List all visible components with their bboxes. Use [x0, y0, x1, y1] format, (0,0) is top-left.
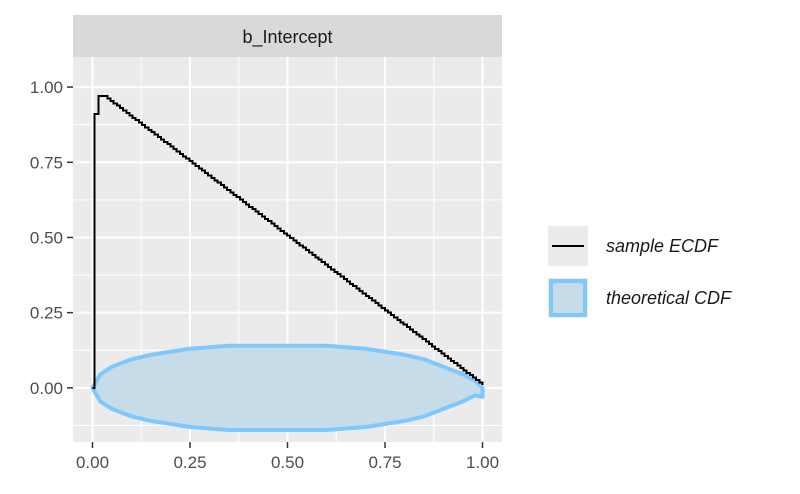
x-axis: 0.00 0.25 0.50 0.75 1.00 [76, 442, 499, 472]
theoretical-cdf-layer [90, 343, 485, 432]
y-axis: 0.00 0.25 0.50 0.75 1.00 [30, 78, 73, 398]
y-tick-label: 0.50 [30, 228, 63, 247]
y-tick-label: 1.00 [30, 78, 63, 97]
legend: sample ECDF theoretical CDF [548, 226, 732, 318]
sample-ecdf-line [92, 95, 484, 389]
sample-ecdf-layer [92, 95, 484, 389]
y-tick-label: 0.25 [30, 304, 63, 323]
theoretical-cdf-band [90, 343, 485, 432]
legend-swatch-theoretical-cdf [549, 279, 587, 317]
x-tick-label: 0.25 [173, 453, 206, 472]
x-tick-label: 0.00 [76, 453, 109, 472]
legend-label-theoretical-cdf: theoretical CDF [606, 288, 732, 308]
facet-strip [73, 15, 502, 57]
facet-label: b_Intercept [242, 27, 332, 48]
y-tick-label: 0.75 [30, 153, 63, 172]
x-tick-label: 1.00 [466, 453, 499, 472]
legend-label-sample-ecdf: sample ECDF [606, 236, 719, 256]
x-tick-label: 0.75 [368, 453, 401, 472]
x-tick-label: 0.50 [271, 453, 304, 472]
y-tick-label: 0.00 [30, 379, 63, 398]
